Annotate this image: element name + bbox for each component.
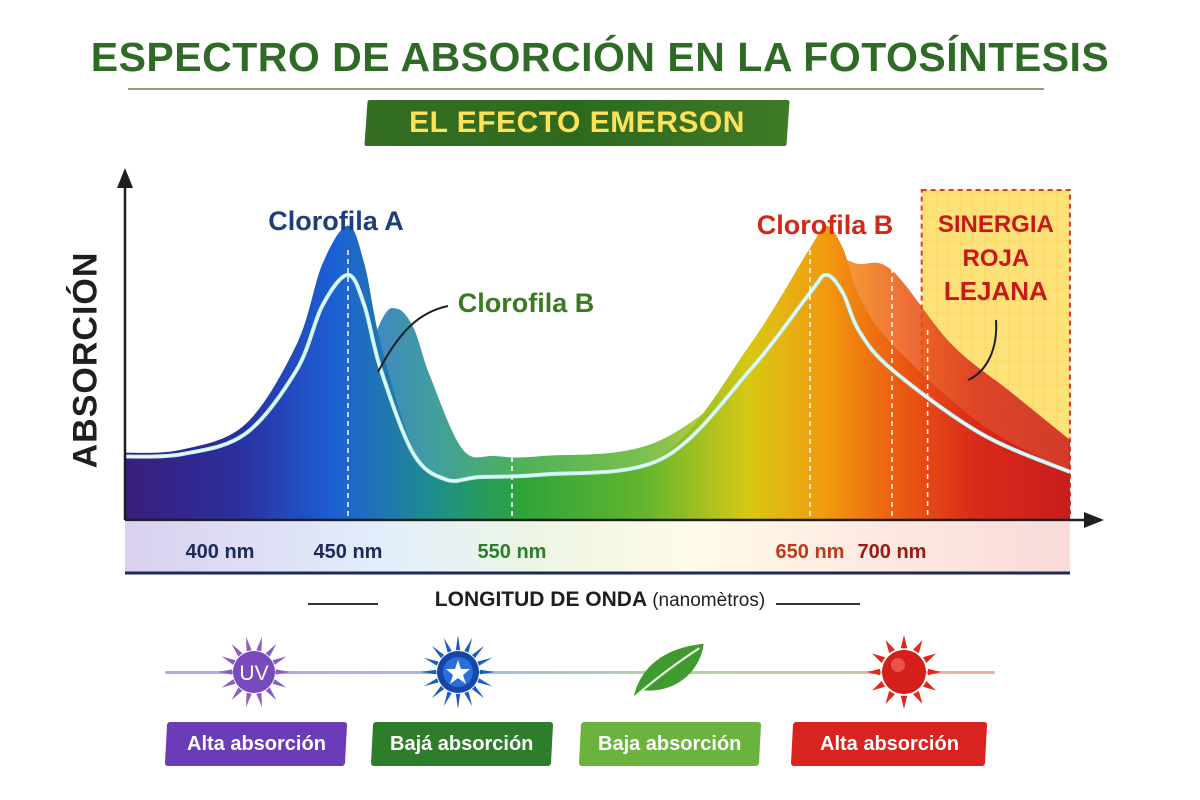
sun-ray: [443, 637, 452, 653]
sun-ray: [218, 669, 233, 675]
chart-title: ESPECTRO DE ABSORCIÓN EN LA FOTOSÍNTESIS: [90, 34, 1110, 80]
blue-sun-icon: [421, 635, 495, 709]
sun-ray: [479, 669, 495, 675]
sinergia-callout: [967, 319, 998, 381]
x-tick-label: 650 nm: [776, 541, 845, 563]
sun-ray: [927, 668, 941, 676]
annotation-label: Clorofila A: [268, 206, 404, 236]
x-tick-label: 400 nm: [186, 541, 255, 563]
sun-ray: [221, 679, 236, 688]
sun-ray: [455, 635, 461, 651]
sun-ray: [265, 687, 277, 701]
legend-connector: [165, 671, 995, 674]
sun-ray: [471, 685, 485, 699]
chlorophyll-a-curve-highlight: [124, 274, 1071, 482]
sun-ray: [246, 692, 252, 708]
red-sun-icon: [867, 635, 941, 709]
x-tick-label: 450 nm: [314, 541, 383, 563]
sun-ray: [900, 695, 908, 709]
sun-ray: [471, 645, 485, 659]
sun-ray: [431, 685, 445, 699]
uv-icon-text: UV: [239, 662, 268, 685]
sun-ray: [221, 656, 236, 665]
sun-ray: [246, 636, 252, 652]
sun-ray: [900, 635, 908, 649]
sun-ray: [477, 678, 493, 687]
sun-ray: [443, 691, 452, 707]
sun-ray: [272, 679, 287, 688]
sun-ray: [872, 653, 886, 663]
sun-ray: [464, 691, 473, 707]
sun-ray: [885, 640, 895, 654]
sun-ray: [477, 657, 493, 666]
wavelength-strip: [125, 522, 1070, 572]
leaf-icon: [633, 643, 704, 698]
legend-badge-red: Alta absorción: [790, 722, 988, 766]
sun-ray: [431, 645, 445, 659]
x-axis-arrow: [1084, 512, 1104, 528]
sun-ray: [423, 657, 439, 666]
x-label-left-rule: [308, 603, 378, 605]
sun-ray: [913, 690, 923, 704]
legend-label: Alta absorción: [186, 733, 326, 755]
legend-badge-green: Baja absorción: [578, 722, 762, 766]
highlight-text-line: LEJANA: [944, 276, 1048, 306]
legend-label: Alta absorción: [819, 733, 959, 755]
uv-sun-icon: UV: [218, 636, 290, 708]
sun-ray: [913, 640, 923, 654]
highlight-text-line: ROJA: [962, 245, 1029, 272]
sun-ray: [265, 643, 277, 657]
sun-ray: [922, 653, 936, 663]
sun-ray: [231, 687, 243, 701]
sun-ray: [885, 690, 895, 704]
legend-badge-blue: Bajá absorción: [370, 722, 554, 766]
sun-ray: [867, 668, 881, 676]
annotation-label: Clorofila B: [458, 288, 595, 318]
legend-label: Baja absorción: [598, 733, 742, 755]
x-tick-label: 550 nm: [478, 541, 547, 563]
sun-ray: [872, 681, 886, 691]
sun-ray: [256, 636, 262, 652]
sun-ray: [272, 656, 287, 665]
x-axis-label: LONGITUD DE ONDA (nanomètros): [0, 588, 1200, 612]
chart-subtitle: EL EFECTO EMERSON: [409, 106, 745, 139]
sun-ray: [423, 678, 439, 687]
y-axis-arrow: [117, 168, 133, 188]
sun-ray: [231, 643, 243, 657]
sun-ray: [275, 669, 290, 675]
x-tick-label: 700 nm: [858, 541, 927, 563]
sun-ray: [256, 692, 262, 708]
x-axis-unit: (nanomètros): [652, 590, 766, 611]
legend-badge-uv: Alta absorción: [164, 722, 348, 766]
sun-ray: [421, 669, 437, 675]
clorofila-b-callout: [377, 305, 449, 373]
annotation-label: Clorofila B: [757, 210, 894, 240]
highlight-text-line: SINERGIA: [938, 211, 1054, 238]
x-axis-title: LONGITUD DE ONDA: [434, 588, 647, 611]
sun-ray: [922, 681, 936, 691]
chlorophyll-b-area: [125, 257, 1070, 520]
legend-label: Bajá absorción: [390, 733, 534, 755]
x-label-right-rule: [776, 603, 860, 605]
sun-ray: [455, 693, 461, 709]
sun-ray: [464, 637, 473, 653]
title-divider: [128, 88, 1044, 90]
